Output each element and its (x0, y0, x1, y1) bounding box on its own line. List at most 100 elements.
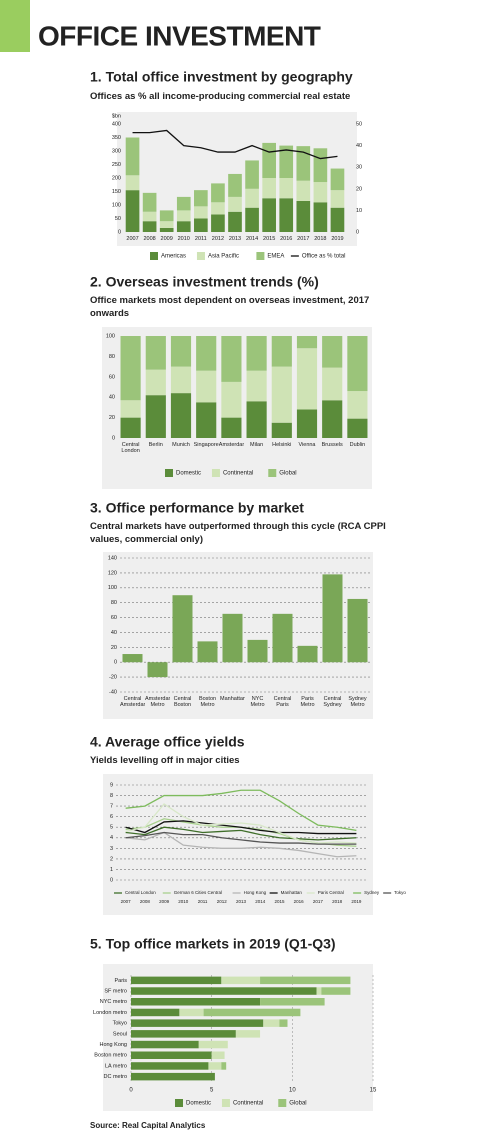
x-tick-label-box: Berlin (149, 442, 163, 448)
x-tick-label-box: 2015 (263, 236, 275, 242)
x-tick-label: Paris Metro (300, 696, 315, 708)
x-tick-label: 2011 (194, 236, 207, 242)
bar (272, 613, 293, 663)
bar (322, 574, 343, 663)
line-series (125, 803, 357, 844)
legend-swatch (268, 469, 277, 477)
x-tick-label-box: Amsterdam (219, 442, 244, 448)
x-tick-label: 2017 (313, 899, 324, 904)
y-tick-label: -40 (109, 689, 117, 695)
x-tick-label: Dublin (349, 442, 366, 448)
y-tick-label: 400 (112, 121, 121, 127)
y-tick-label: 80 (111, 600, 117, 606)
bar-segment (170, 366, 192, 394)
bar-segment (313, 148, 328, 183)
bar-segment (296, 348, 318, 410)
x-tick-label: 2013 (236, 899, 247, 904)
y-tick-label: 100 (112, 202, 121, 208)
bar-segment (228, 196, 242, 212)
bar-segment (196, 370, 217, 403)
x-tick-label: 2018 (332, 899, 343, 904)
x-tick-label: Central London (121, 442, 140, 454)
bar (197, 641, 218, 663)
bar-segment (221, 417, 242, 438)
bar-segment (159, 221, 174, 228)
bar-segment (131, 1019, 264, 1027)
bar-segment (228, 173, 242, 197)
bar-segment (313, 202, 328, 232)
bar-segment (279, 178, 294, 199)
x-tick-label: 15 (370, 1088, 377, 1094)
bar-segment (262, 178, 276, 199)
x-tick-label: 2019 (351, 899, 362, 904)
bar-segment (198, 1040, 228, 1049)
y-tick-label: 60 (111, 615, 117, 621)
x-tick-label-box: Milan (250, 442, 263, 448)
x-tick-label-box: Central Sydney (323, 696, 342, 708)
y-tick-label: 3 (110, 846, 113, 852)
x-tick-label: Central Sydney (323, 696, 342, 708)
bar-segment (176, 221, 191, 232)
x-tick-label: 2012 (211, 236, 225, 242)
y-tick-label: Hong Kong (99, 1042, 127, 1048)
subtitle-box: Central markets have outperformed throug… (90, 521, 386, 545)
x-tick-label: 2011 (198, 899, 208, 904)
y-tick-label: DC metro (103, 1074, 127, 1080)
bar-segment (260, 998, 325, 1006)
x-tick-label: 2012 (217, 899, 228, 904)
line-series (125, 826, 357, 841)
bar-segment (211, 183, 225, 203)
bar-segment (142, 221, 157, 232)
chart-subtitle: Yields levelling off in major cities (90, 755, 240, 766)
legend-label: Manhattan (281, 890, 303, 895)
page-title: OFFICE INVESTMENT (38, 20, 321, 51)
x-tick-label-box: 2013 (229, 236, 241, 242)
y-tick-label: 8 (110, 793, 113, 799)
legend-swatch (150, 252, 158, 260)
bar-segment (330, 190, 345, 208)
chart-subtitle: Offices as % all income-producing commer… (90, 91, 351, 102)
x-tick-label-box: Helsinki (272, 442, 291, 448)
bar (247, 639, 268, 663)
chart-title: 3. Office performance by market (90, 500, 304, 516)
x-tick-label-box: Manhattan (220, 696, 245, 702)
line-series (125, 831, 357, 845)
y-tick-label: 60 (109, 374, 115, 380)
x-tick-label: Vienna (298, 442, 316, 448)
bar-segment (296, 336, 318, 349)
bar-segment (279, 145, 294, 178)
x-tick-label: 2016 (294, 899, 305, 904)
legend-swatch (165, 469, 173, 477)
bar-segment (159, 210, 174, 222)
x-tick-label: 2018 (314, 236, 327, 242)
bar-segment (176, 196, 191, 211)
y2-tick-label: 30 (356, 165, 362, 171)
line-series (125, 789, 357, 832)
bar-segment (131, 998, 261, 1006)
x-tick-label: 2017 (297, 236, 310, 242)
bar-segment (131, 1062, 209, 1070)
legend-swatch (256, 252, 265, 260)
x-tick-label-box: 2014 (246, 236, 258, 242)
legend-swatch (175, 1099, 183, 1107)
legend-label: Continental (233, 1101, 263, 1107)
bar-segment (203, 1008, 301, 1017)
y-tick-label: 200 (112, 175, 121, 181)
bar-segment (279, 1019, 288, 1027)
x-tick-label: Central Paris (273, 696, 292, 708)
bar-segment (347, 336, 368, 392)
y-tick-label: 40 (109, 395, 115, 401)
legend-label: Tokyo (394, 890, 406, 895)
header-block (0, 0, 30, 52)
legend-label: Domestic (176, 471, 201, 477)
x-tick-label: 2019 (331, 236, 344, 242)
bar-segment (125, 137, 140, 176)
bar-segment (131, 1040, 199, 1049)
x-tick-label-box: 2011 (194, 236, 207, 242)
x-tick-label: 10 (289, 1088, 296, 1094)
bar-segment (322, 336, 343, 368)
x-tick-label-box: Vienna (298, 442, 316, 448)
legend-label: Global (279, 471, 296, 477)
legend-label: Asia Pacific (208, 254, 239, 260)
